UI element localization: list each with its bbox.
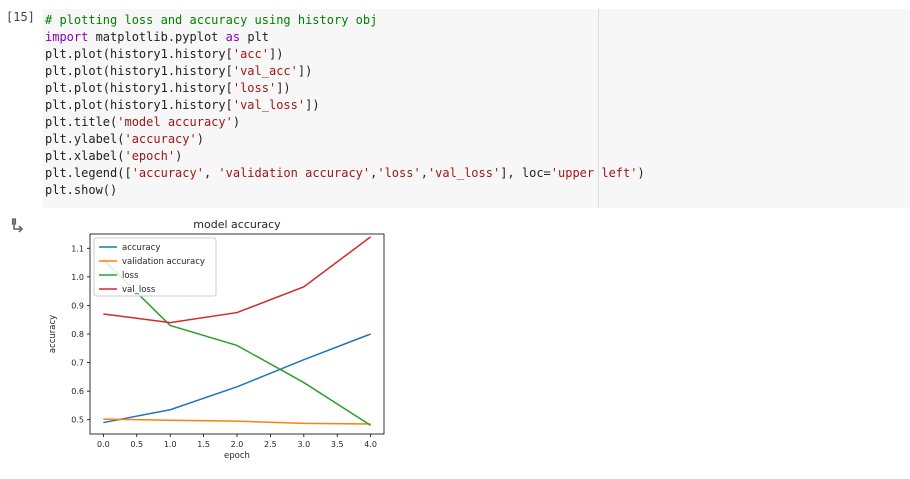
y-tick-label: 0.9 — [71, 301, 84, 310]
y-tick-label: 0.7 — [71, 359, 84, 368]
code-line: plt.plot(history1.history['val_loss']) — [45, 97, 320, 114]
code-token: ]) — [276, 81, 291, 95]
code-token: 'acc' — [232, 47, 269, 61]
x-tick-label: 3.5 — [331, 440, 344, 449]
code-cell[interactable]: [15] # plotting loss and accuracy using … — [0, 0, 910, 208]
x-tick-label: 4.0 — [364, 440, 377, 449]
code-token: , — [370, 166, 378, 180]
code-token: 'loss' — [232, 81, 277, 95]
code-line: plt.plot(history1.history['acc']) — [45, 46, 283, 63]
series-line-loss — [102, 259, 372, 427]
loss-accuracy-chart: model accuracy 0.0 0.5 1.0 1.5 2.0 2.5 3.0 3.5 4.… — [48, 218, 385, 461]
code-token: plt.legend([ — [45, 166, 132, 180]
code-token: 'model accuracy' — [117, 115, 233, 129]
code-token: 'val_loss' — [232, 98, 306, 112]
code-line: plt.show() — [45, 182, 117, 199]
legend-label: validation accuracy — [122, 257, 205, 267]
code-editor[interactable] — [43, 9, 910, 208]
cell-execution-count: [15] — [6, 10, 35, 24]
legend-box — [93, 237, 217, 297]
code-token: ], loc= — [500, 166, 551, 180]
code-token: 'upper left' — [550, 166, 638, 180]
code-token: plt.plot(history1.history[ — [45, 81, 233, 95]
code-line: import matplotlib.pyplot as plt — [45, 29, 269, 46]
code-token: , — [420, 166, 428, 180]
x-tick-label: 2.0 — [231, 440, 244, 449]
y-axis-label: accuracy — [48, 315, 58, 353]
code-token: import — [45, 30, 89, 44]
code-token: 'loss' — [377, 166, 421, 180]
legend-label: val_loss — [122, 285, 156, 295]
series-line-val_loss — [103, 236, 372, 324]
series-line-validation-accuracy — [103, 418, 371, 425]
code-token: plt.title( — [45, 115, 118, 129]
x-tick-label: 1.0 — [164, 440, 177, 449]
code-token: # plotting loss and accuracy using histo… — [45, 13, 378, 27]
code-line: plt.xlabel('epoch') — [45, 148, 182, 165]
code-token: ) — [637, 166, 645, 180]
code-line: plt.plot(history1.history['loss']) — [45, 80, 291, 97]
code-token: 'accuracy' — [131, 166, 204, 180]
code-token: plt — [240, 30, 269, 44]
code-token: 'validation accuracy' — [218, 166, 371, 180]
code-token: ) — [196, 132, 204, 146]
code-line: plt.plot(history1.history['val_acc']) — [45, 63, 312, 80]
code-token: plt.plot(history1.history[ — [45, 47, 233, 61]
code-token: , — [203, 166, 219, 180]
code-token: plt.xlabel( — [45, 149, 125, 163]
x-tick-label: 3.0 — [297, 440, 310, 449]
y-tick-label: 0.5 — [71, 416, 84, 425]
code-token: 'val_acc' — [232, 64, 298, 78]
x-tick-label: 0.5 — [130, 440, 143, 449]
y-tick-label: 0.8 — [71, 330, 84, 339]
y-tick-label: 0.6 — [71, 387, 84, 396]
code-line: plt.legend(['accuracy', 'validation accu… — [45, 165, 645, 182]
code-token: as — [225, 30, 241, 44]
y-tick-label: 1.1 — [71, 244, 84, 253]
code-token: ) — [175, 149, 183, 163]
code-token: plt.plot(history1.history[ — [45, 64, 233, 78]
line-length-ruler — [598, 9, 599, 208]
chart-title: model accuracy — [193, 218, 281, 231]
code-token: plt.ylabel( — [45, 132, 125, 146]
x-tick-label: 0.0 — [97, 440, 110, 449]
code-token: ]) — [305, 98, 320, 112]
code-token: plt.plot(history1.history[ — [45, 98, 233, 112]
x-tick-label: 2.5 — [264, 440, 277, 449]
output-arrow-icon[interactable] — [10, 217, 26, 233]
code-token: 'val_loss' — [427, 166, 501, 180]
code-token: ]) — [297, 64, 313, 78]
x-tick-label: 1.5 — [197, 440, 210, 449]
series-line-accuracy — [103, 333, 371, 424]
legend-label: accuracy — [122, 243, 160, 253]
code-token: 'epoch' — [124, 149, 176, 163]
code-token: 'accuracy' — [124, 132, 197, 146]
code-token: matplotlib.pyplot — [88, 30, 226, 44]
code-line: plt.ylabel('accuracy') — [45, 131, 204, 148]
y-tick-label: 1.0 — [71, 273, 84, 282]
code-line: plt.title('model accuracy') — [45, 114, 240, 131]
code-token: ) — [232, 115, 241, 129]
x-axis-label: epoch — [224, 451, 250, 461]
code-line: # plotting loss and accuracy using histo… — [45, 12, 377, 29]
code-token: ]) — [268, 47, 284, 61]
legend-label: loss — [122, 271, 139, 281]
code-token: plt.show() — [45, 183, 118, 197]
